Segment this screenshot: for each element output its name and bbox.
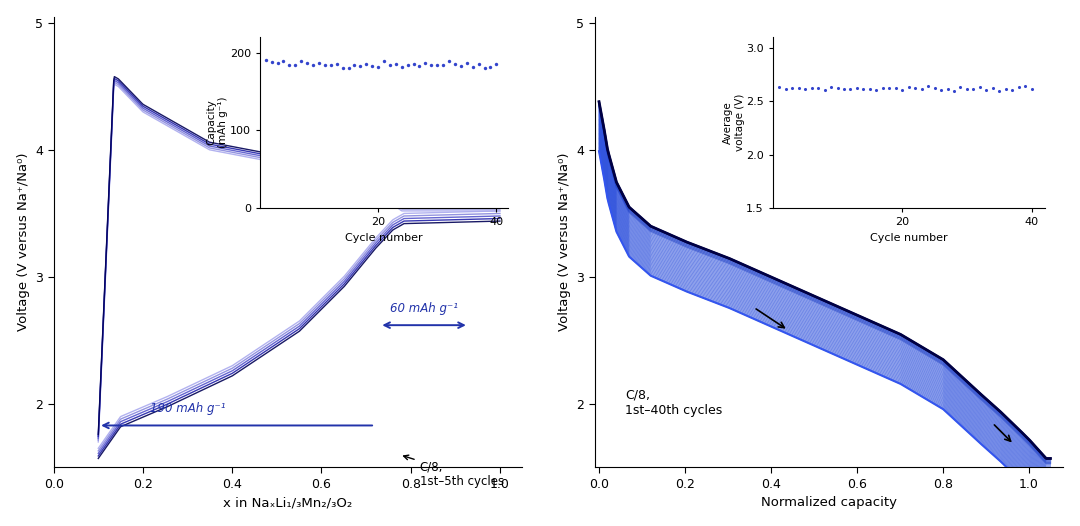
Text: C/8,
1st–5th cycles: C/8, 1st–5th cycles [404, 455, 503, 488]
Text: 60 mAh g⁻¹: 60 mAh g⁻¹ [390, 302, 458, 316]
Y-axis label: Voltage (V versus Na⁺/Na⁰): Voltage (V versus Na⁺/Na⁰) [16, 153, 29, 331]
X-axis label: x in NaₓLi₁/₃Mn₂/₃O₂: x in NaₓLi₁/₃Mn₂/₃O₂ [224, 497, 352, 509]
Y-axis label: Voltage (V versus Na⁺/Na⁰): Voltage (V versus Na⁺/Na⁰) [557, 153, 570, 331]
Text: C/8,
1st–40th cycles: C/8, 1st–40th cycles [625, 389, 723, 417]
X-axis label: Normalized capacity: Normalized capacity [761, 497, 897, 509]
Text: 190 mAh g⁻¹: 190 mAh g⁻¹ [150, 401, 226, 414]
